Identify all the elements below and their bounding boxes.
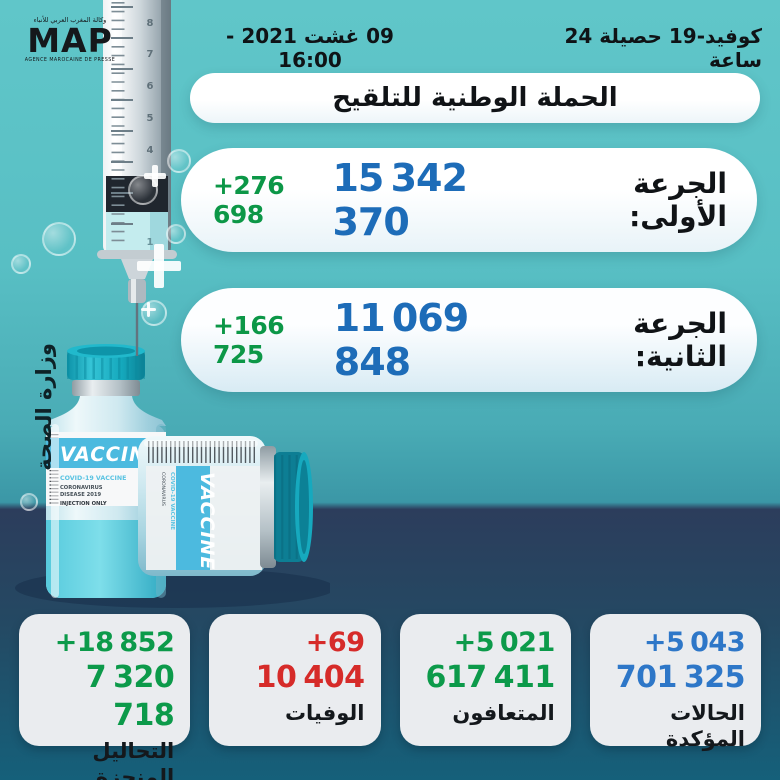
confirmed-total: 701 325: [615, 660, 746, 695]
tests-total: 7 320 718: [85, 660, 175, 733]
recovered-total: 617 411: [425, 660, 556, 695]
map-agency-logo: وكالة المغرب العربي للأنباء MAP AGENCE M…: [14, 16, 126, 64]
first-dose-delta: +276 698: [212, 171, 285, 229]
logo-arabic-text: وكالة المغرب العربي للأنباء: [33, 16, 107, 24]
bulletin-title: كوفيد-19 حصيلة 24 ساعة: [564, 24, 763, 72]
first-dose-pill: الجرعة الأولى: 15 342 370 +276 698: [181, 148, 757, 252]
stat-box-recovered: +5 021 617 411 المتعافون: [399, 614, 571, 746]
bubble-decoration: [42, 222, 76, 256]
tests-label: التحاليل المنجزة: [92, 739, 175, 780]
logo-french-text: AGENCE MAROCAINE DE PRESSE: [24, 58, 116, 63]
second-dose-delta: +166 725: [213, 311, 285, 369]
bubble-decoration: [141, 300, 167, 326]
second-dose-total: 11 069 848: [333, 296, 469, 384]
medical-cross-icon: [144, 165, 166, 187]
bubble-decoration: [20, 493, 38, 511]
stat-box-confirmed: +5 043 701 325 الحالات المؤكدة: [589, 614, 761, 751]
tests-delta: +18 852: [54, 627, 175, 658]
bubble-decoration: [128, 175, 158, 205]
campaign-title-text: الحملة الوطنية للتلقيح: [332, 83, 618, 113]
deaths-label: الوفيات: [284, 701, 365, 725]
confirmed-delta: +5 043: [643, 627, 746, 658]
logo-acronym: MAP: [27, 21, 113, 60]
stats-row: +5 043 701 325 الحالات المؤكدة +5 021 61…: [19, 614, 761, 780]
bubble-decoration: [11, 254, 31, 274]
bubble-decoration: [167, 149, 191, 173]
deaths-total: 10 404: [255, 660, 365, 695]
stat-box-deaths: +69 10 404 الوفيات: [209, 614, 381, 746]
first-dose-total: 15 342 370: [332, 156, 467, 244]
recovered-delta: +5 021: [453, 627, 556, 658]
deaths-delta: +69: [305, 627, 365, 658]
first-dose-label: الجرعة الأولى:: [629, 167, 727, 233]
medical-cross-icon: [137, 244, 181, 288]
ministry-vertical-label: وزارة الصحة: [32, 343, 56, 471]
report-datetime: 09 غشت 2021 - 16:00: [226, 24, 394, 72]
second-dose-pill: الجرعة الثانية: 11 069 848 +166 725: [181, 288, 757, 392]
recovered-label: المتعافون: [452, 701, 555, 725]
confirmed-label: الحالات المؤكدة: [665, 701, 745, 751]
second-dose-label: الجرعة الثانية:: [633, 307, 727, 373]
stat-box-tests: +18 852 7 320 718 التحاليل المنجزة: [19, 614, 191, 780]
campaign-title-pill: الحملة الوطنية للتلقيح: [190, 73, 760, 123]
bubble-decoration: [166, 224, 186, 244]
